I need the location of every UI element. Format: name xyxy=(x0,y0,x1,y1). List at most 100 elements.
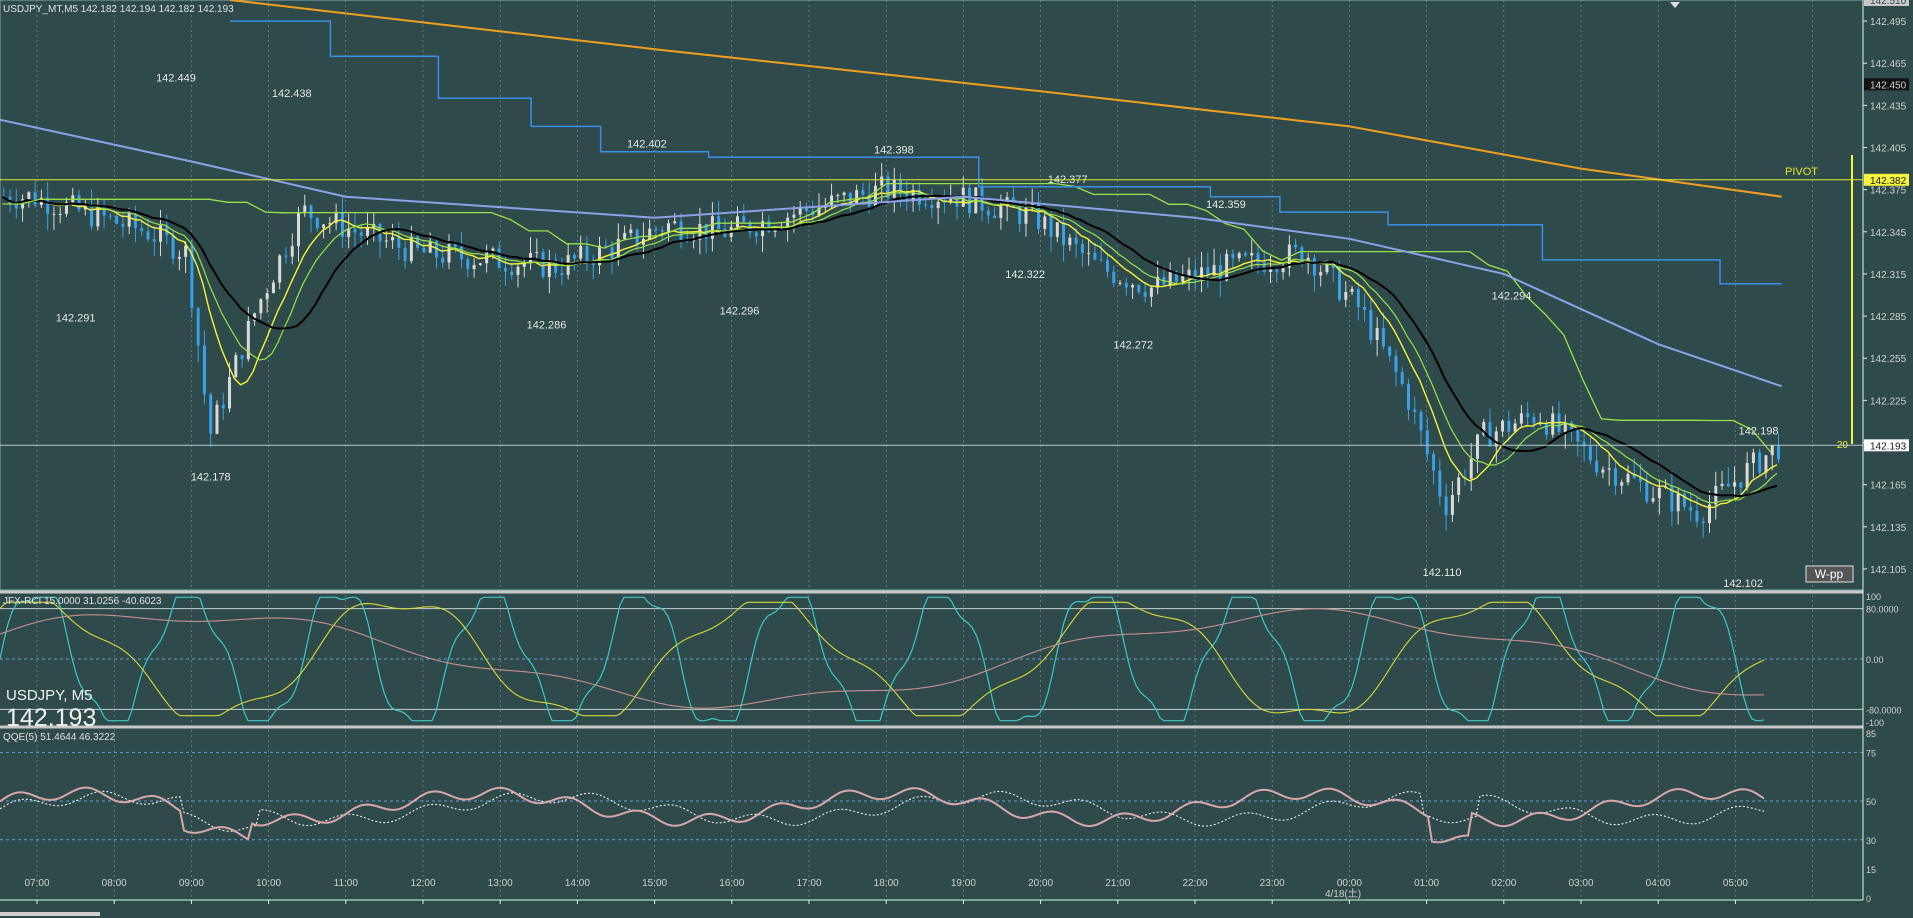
candle-body xyxy=(171,235,175,259)
time-tick-label: 10:00 xyxy=(256,878,281,889)
candle-body xyxy=(1043,216,1047,229)
candle-body xyxy=(648,228,652,240)
time-tick-label: 22:00 xyxy=(1182,878,1207,889)
price-box-label: 142.382 xyxy=(1870,176,1907,187)
qqe-tick-label: 75 xyxy=(1866,748,1876,758)
price-tick-label: 142.495 xyxy=(1870,17,1907,28)
candle-body xyxy=(96,205,100,227)
candle-body xyxy=(1419,411,1423,431)
time-tick-label: 19:00 xyxy=(951,878,976,889)
candle-body xyxy=(1181,275,1185,282)
price-tick-label: 142.405 xyxy=(1870,144,1907,155)
candle-body xyxy=(1758,452,1762,473)
time-tick-label: 17:00 xyxy=(796,878,821,889)
candle-body xyxy=(654,228,658,231)
price-tick-label: 142.315 xyxy=(1870,270,1907,281)
candle-body xyxy=(924,204,928,206)
wpp-button[interactable]: W-pp xyxy=(1805,565,1854,583)
candle-body xyxy=(397,237,401,248)
high-low-label: 142.291 xyxy=(56,313,96,325)
candle-body xyxy=(1588,446,1592,461)
candle-body xyxy=(560,273,564,275)
price-axis[interactable]: 142.495142.465142.435142.405142.375142.3… xyxy=(1863,0,1909,576)
candle-body xyxy=(409,236,413,261)
qqe-signal-line xyxy=(0,790,1765,832)
high-low-label: 142.272 xyxy=(1113,339,1153,351)
candle-body xyxy=(817,207,821,216)
candle-body xyxy=(873,185,877,207)
candle-body xyxy=(1432,454,1436,471)
price-tick-label: 142.135 xyxy=(1870,523,1907,534)
candle-body xyxy=(447,244,451,263)
high-low-label: 142.178 xyxy=(191,471,231,483)
candle-body xyxy=(867,194,871,207)
candle-body xyxy=(742,216,746,223)
high-low-label: 142.322 xyxy=(1005,269,1045,281)
chart-shift-marker[interactable] xyxy=(1670,2,1680,8)
candle-body xyxy=(240,355,244,360)
time-tick-label: 12:00 xyxy=(410,878,435,889)
candle-body xyxy=(1300,247,1304,265)
candle-body xyxy=(1676,493,1680,512)
candle-body xyxy=(221,404,225,409)
rci-tick-label: 0.00 xyxy=(1866,655,1884,665)
candle-body xyxy=(347,228,351,237)
candle-body xyxy=(1739,482,1743,488)
candle-body xyxy=(1544,423,1548,435)
moving-averages xyxy=(0,0,1783,509)
candle-body xyxy=(986,210,990,216)
candle-body xyxy=(968,187,972,214)
candle-body xyxy=(1770,444,1774,456)
candle-body xyxy=(516,266,520,275)
price-box xyxy=(1864,0,1909,6)
qqe-tick-label: 85 xyxy=(1866,729,1876,739)
high-low-labels: 142.449 142.438 142.291 142.178 142.402 142.2… xyxy=(56,73,1779,590)
candle-body xyxy=(535,252,539,254)
candle-body xyxy=(754,232,758,237)
candle-body xyxy=(234,355,238,378)
rci-tick-label: 80.0000 xyxy=(1866,605,1899,615)
candle-body xyxy=(177,256,181,259)
time-tick-label: 07:00 xyxy=(24,878,49,889)
candle-body xyxy=(786,217,790,228)
candle-body xyxy=(1745,462,1749,488)
price-box-label: 142.450 xyxy=(1870,80,1907,91)
candle-body xyxy=(1375,328,1379,340)
candle-body xyxy=(453,244,457,247)
time-tick-label: 02:00 xyxy=(1491,878,1516,889)
candle-body xyxy=(1137,285,1141,293)
candle-body xyxy=(1325,264,1329,273)
candle-body xyxy=(892,179,896,198)
candle-body xyxy=(1212,265,1216,276)
time-tick-label: 03:00 xyxy=(1568,878,1593,889)
candle-body xyxy=(572,255,576,259)
candle-body xyxy=(297,212,301,247)
price-box xyxy=(1864,439,1909,452)
symbol-header: USDJPY_MT,M5 142.182 142.194 142.182 142… xyxy=(3,4,234,15)
candle-body xyxy=(441,257,445,263)
candle-body xyxy=(1118,282,1122,284)
candle-body xyxy=(1074,237,1078,245)
candle-body xyxy=(673,221,677,224)
candle-body xyxy=(886,176,890,198)
time-axis[interactable]: 07:00 08:00 09:00 10:00 11:00 12:00 13:00 14:00… xyxy=(24,878,1748,904)
ma-orange-line xyxy=(229,0,1782,198)
candle-body xyxy=(1570,422,1574,430)
candle-body xyxy=(1425,430,1429,455)
candle-body xyxy=(629,229,633,234)
candle-body xyxy=(115,216,119,224)
candle-body xyxy=(1438,470,1442,497)
candle-body xyxy=(1356,288,1360,307)
candle-body xyxy=(1068,237,1072,246)
candle-body xyxy=(1018,206,1022,224)
candle-body xyxy=(315,218,319,229)
candle-body xyxy=(1482,422,1486,435)
candle-body xyxy=(184,245,188,257)
candle-body xyxy=(1576,429,1580,442)
candle-body xyxy=(466,259,470,270)
candle-body xyxy=(52,213,56,215)
horizontal-scrollbar[interactable] xyxy=(0,912,100,916)
candle-body xyxy=(328,223,332,225)
candle-body xyxy=(1099,259,1103,261)
